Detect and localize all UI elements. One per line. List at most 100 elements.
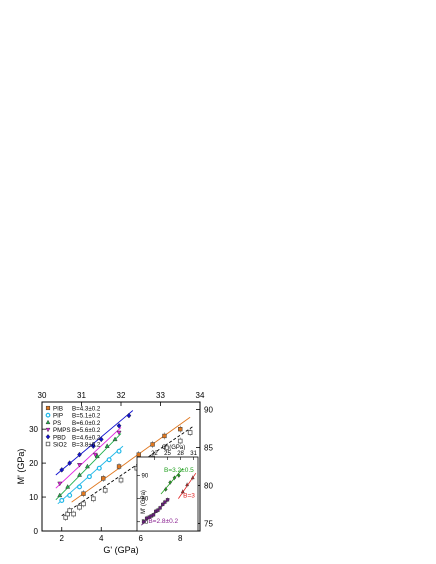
legend-fit-pib: B=4.3±0.2 — [72, 406, 101, 413]
point-pbd — [90, 443, 96, 449]
point-pip — [96, 465, 102, 471]
point-pbd — [116, 422, 122, 429]
inset-point — [156, 508, 160, 512]
inset-data-points — [141, 473, 195, 525]
inset-annotation-red: B=3 — [183, 492, 195, 499]
point-ps — [104, 443, 110, 448]
inset-point — [180, 489, 185, 494]
inset-y-tick-label: 90 — [142, 474, 149, 480]
inset-point — [151, 513, 156, 517]
legend-fit-pbd: B=4.6±0.2 — [72, 434, 101, 441]
point-pbd — [67, 460, 73, 466]
point-pib — [150, 442, 155, 447]
point-sio2 — [164, 445, 169, 451]
point-pmps — [92, 452, 98, 458]
y-tick-label: 10 — [29, 493, 38, 502]
point-ps — [57, 492, 63, 498]
point-pip — [106, 457, 112, 463]
y-tick-label: 30 — [29, 425, 38, 434]
point-pib — [101, 476, 106, 481]
point-pbd — [77, 451, 82, 458]
point-sio2 — [81, 501, 86, 507]
top-tick-label: 34 — [196, 391, 205, 400]
top-tick-label: 31 — [77, 391, 86, 400]
top-tick-label: 32 — [117, 391, 126, 400]
point-pib — [136, 452, 141, 457]
point-pip — [116, 448, 122, 454]
point-pib — [116, 464, 122, 469]
legend-marker-pmps — [45, 427, 51, 433]
x-tick-label: 4 — [99, 534, 104, 543]
inset-point — [172, 475, 177, 481]
fit-line-sio2 — [61, 425, 195, 517]
point-pip — [86, 474, 92, 480]
point-ps — [112, 436, 118, 442]
x-tick-label: 6 — [139, 534, 144, 543]
point-pbd — [59, 467, 65, 473]
legend-marker-sio2 — [45, 441, 51, 447]
right-tick-label: 80 — [204, 481, 213, 490]
top-tick-label: 30 — [38, 391, 47, 400]
point-ps — [94, 453, 100, 459]
point-pib — [162, 433, 167, 439]
point-pip — [59, 497, 65, 503]
point-pbd — [98, 436, 104, 443]
inset-point — [163, 500, 167, 504]
legend-fit-pmps: B=5.6±0.2 — [72, 427, 101, 434]
x-axis-label: G' (GPa) — [103, 545, 138, 555]
legend-fit-pip: B=5.1±0.2 — [72, 413, 101, 420]
y-axis-label: M' (GPa) — [16, 449, 26, 485]
right-tick-label: 85 — [204, 444, 213, 453]
inset-annotation-green: B=3.2±0.5 — [164, 467, 194, 474]
x-tick-label: 2 — [60, 534, 65, 543]
point-sio2 — [77, 504, 82, 510]
legend-name-sio2: SiO2 — [53, 442, 67, 449]
legend-fit-ps: B=6.0±0.2 — [72, 420, 101, 427]
top-tick-label: 33 — [156, 391, 165, 400]
inset-point — [158, 506, 162, 510]
inset-point — [176, 473, 181, 478]
inset-point — [190, 475, 195, 480]
main-axis-ticks: 2 4 6 80 10 20 30 30 31 32 33 34 75 80 85 90 — [29, 391, 213, 543]
inset-x-axis-label: G' (GPa) — [162, 445, 185, 451]
inset-x-tick-label: 25 — [164, 451, 171, 457]
inset-annotation-purple: B=2.8±0.2 — [148, 518, 178, 525]
point-pip — [77, 484, 83, 490]
point-sio2 — [102, 487, 108, 493]
point-sio2 — [177, 438, 183, 444]
legend-name-pmps: PMPS — [53, 427, 71, 434]
point-pmps — [77, 463, 83, 468]
point-sio2 — [187, 430, 193, 435]
inset-x-tick-label: 31 — [190, 451, 197, 457]
inset-point — [161, 502, 165, 507]
inset-point — [168, 480, 172, 485]
legend-name-pip: PIP — [53, 413, 63, 420]
right-tick-label: 90 — [204, 406, 213, 415]
inset-x-tick-label: 22 — [151, 451, 158, 457]
inset-y-tick-label: 80 — [142, 497, 149, 503]
inset-y-axis-label: M' (GPa) — [141, 490, 147, 514]
legend-fit-sio2: B=3.8±0.2 — [72, 442, 101, 449]
point-ps — [84, 463, 90, 469]
inset-point — [185, 482, 190, 487]
point-ps — [65, 484, 71, 489]
point-sio2 — [118, 477, 124, 483]
point-pmps — [57, 481, 63, 487]
legend-marker-pip — [45, 412, 51, 418]
point-sio2 — [71, 511, 76, 517]
inset-point — [163, 487, 168, 492]
right-tick-label: 75 — [204, 519, 213, 528]
y-tick-label: 0 — [34, 527, 39, 536]
y-tick-label: 20 — [29, 459, 38, 468]
legend-name-ps: PS — [53, 420, 61, 427]
inset-frame — [136, 456, 199, 532]
legend-marker-pbd — [45, 434, 51, 440]
point-sio2 — [91, 496, 96, 502]
point-pip — [67, 492, 73, 498]
inset-x-tick-label: 28 — [177, 451, 184, 457]
legend-marker-pib — [45, 405, 51, 411]
point-pib — [178, 427, 183, 432]
fit-line-pmps — [55, 427, 122, 489]
